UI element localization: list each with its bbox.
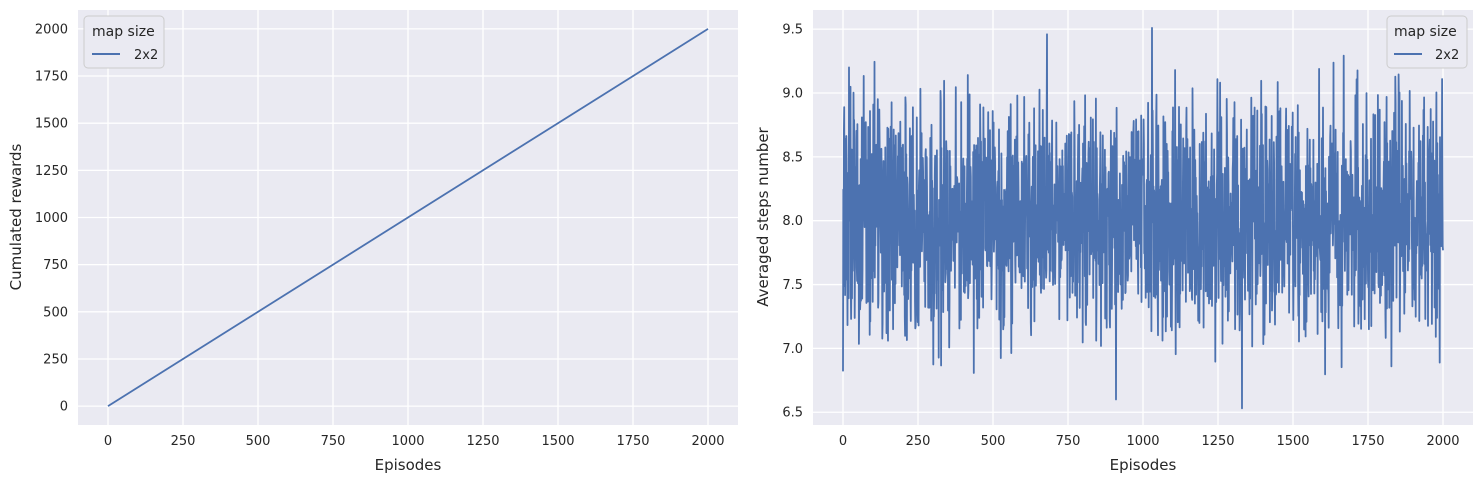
y-axis-label: Cumulated rewards bbox=[7, 144, 25, 291]
legend: map size 2x2 bbox=[1386, 15, 1468, 69]
x-tick-labels: 0 250 500 750 1000 1250 1500 1750 2000 bbox=[839, 434, 1460, 449]
x-axis-label: Episodes bbox=[375, 456, 442, 474]
x-tick-label: 500 bbox=[981, 434, 1006, 449]
x-tick-label: 2000 bbox=[691, 434, 724, 449]
x-tick-label: 1250 bbox=[466, 434, 499, 449]
x-tick-label: 0 bbox=[839, 434, 847, 449]
x-tick-label: 750 bbox=[321, 434, 346, 449]
y-tick-label: 8.5 bbox=[782, 150, 803, 165]
y-tick-label: 1500 bbox=[35, 117, 68, 132]
x-tick-label: 1500 bbox=[1276, 434, 1309, 449]
x-tick-label: 1750 bbox=[1351, 434, 1384, 449]
x-tick-label: 0 bbox=[104, 434, 112, 449]
x-tick-label: 250 bbox=[906, 434, 931, 449]
y-tick-label: 750 bbox=[43, 258, 68, 273]
x-tick-label: 1250 bbox=[1201, 434, 1234, 449]
legend-entry-2x2: 2x2 bbox=[134, 48, 158, 63]
y-tick-label: 500 bbox=[43, 305, 68, 320]
y-tick-label: 1750 bbox=[35, 70, 68, 85]
y-tick-label: 7.0 bbox=[782, 342, 803, 357]
series-line-2x2 bbox=[842, 26, 1444, 410]
y-tick-label: 6.5 bbox=[782, 406, 803, 421]
y-tick-label: 250 bbox=[43, 352, 68, 367]
y-axis-label: Averaged steps number bbox=[754, 126, 772, 306]
cumulated-rewards-chart: 0 250 500 750 1000 1250 1500 1750 2000 0 250 500 75… bbox=[7, 10, 738, 474]
y-tick-label: 9.5 bbox=[782, 23, 803, 38]
y-tick-label: 1250 bbox=[35, 164, 68, 179]
series-lines bbox=[842, 26, 1444, 410]
y-tick-label: 0 bbox=[60, 400, 68, 415]
y-tick-labels: 0 250 500 750 1000 1250 1500 1750 2000 bbox=[35, 22, 68, 414]
legend-title: map size bbox=[1394, 24, 1457, 40]
x-tick-label: 1750 bbox=[616, 434, 649, 449]
x-tick-label: 1500 bbox=[541, 434, 574, 449]
series-lines bbox=[107, 28, 709, 407]
x-tick-label: 2000 bbox=[1426, 434, 1459, 449]
x-tick-label: 250 bbox=[171, 434, 196, 449]
y-tick-labels: 6.5 7.0 7.5 8.0 8.5 9.0 9.5 bbox=[782, 23, 803, 421]
legend: map size 2x2 bbox=[83, 15, 165, 69]
y-tick-label: 1000 bbox=[35, 211, 68, 226]
averaged-steps-chart: 0 250 500 750 1000 1250 1500 1750 2000 6.5 7.0 7.5… bbox=[754, 10, 1473, 474]
x-tick-labels: 0 250 500 750 1000 1250 1500 1750 2000 bbox=[104, 434, 725, 449]
x-tick-label: 750 bbox=[1056, 434, 1081, 449]
y-tick-label: 8.0 bbox=[782, 214, 803, 229]
y-tick-label: 9.0 bbox=[782, 87, 803, 102]
legend-title: map size bbox=[92, 24, 155, 40]
legend-entry-2x2: 2x2 bbox=[1435, 48, 1459, 63]
x-tick-label: 1000 bbox=[1126, 434, 1159, 449]
x-tick-label: 1000 bbox=[391, 434, 424, 449]
y-tick-label: 2000 bbox=[35, 22, 68, 37]
x-tick-label: 500 bbox=[246, 434, 271, 449]
series-line-2x2 bbox=[107, 28, 709, 407]
x-axis-label: Episodes bbox=[1110, 456, 1177, 474]
y-tick-label: 7.5 bbox=[782, 278, 803, 293]
